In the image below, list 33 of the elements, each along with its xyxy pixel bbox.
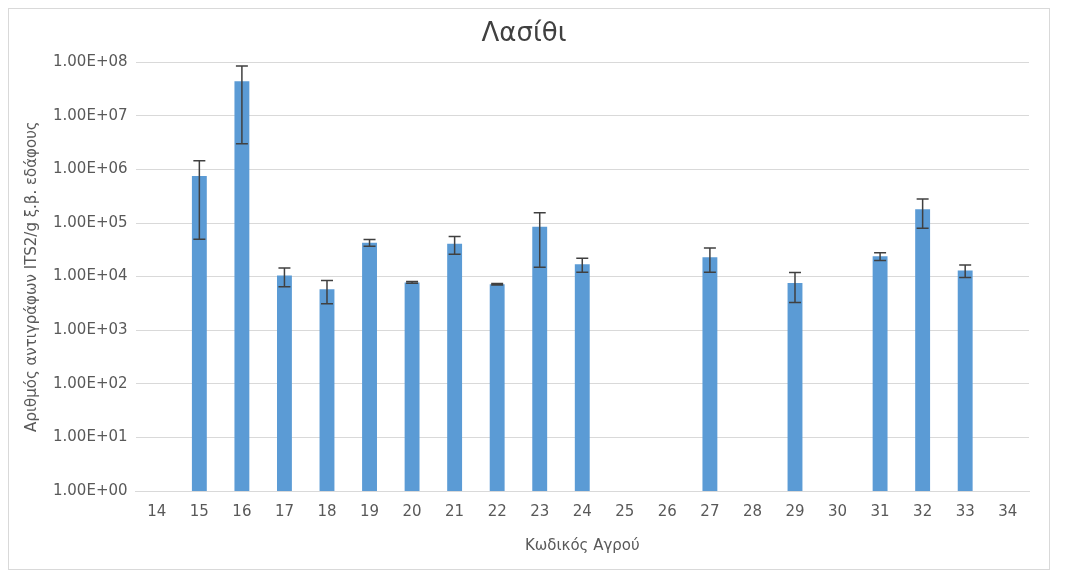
x-tick-label: 23 (530, 501, 550, 520)
y-tick-label: 1.00E+06 (53, 159, 128, 178)
x-axis-title: Κωδικός Αγρού (524, 535, 640, 554)
x-tick-label: 22 (487, 501, 507, 520)
x-tick-label: 21 (445, 501, 465, 520)
chart-title: Λασίθι (481, 17, 567, 48)
y-axis-title: Αριθμός αντιγράφων ITS2/g ξ.β. εδάφους (21, 121, 40, 432)
y-tick-label: 1.00E+07 (53, 105, 128, 124)
y-tick-label: 1.00E+01 (53, 427, 128, 446)
y-tick-label: 1.00E+08 (53, 52, 128, 71)
x-tick-label: 31 (870, 501, 890, 520)
x-tick-label: 14 (147, 501, 167, 520)
y-tick-label: 1.00E+03 (53, 320, 128, 339)
x-tick-label: 17 (274, 501, 294, 520)
x-tick-label: 19 (359, 501, 380, 520)
x-tick-label: 29 (785, 501, 805, 520)
x-tick-label: 34 (998, 501, 1018, 520)
x-tick-label: 30 (828, 501, 848, 520)
x-tick-label: 28 (742, 501, 762, 520)
y-tick-label: 1.00E+05 (53, 212, 128, 231)
x-tick-label: 16 (232, 501, 252, 520)
y-tick-label: 1.00E+04 (53, 266, 128, 285)
x-tick-label: 32 (913, 501, 933, 520)
x-tick-label: 25 (615, 501, 635, 520)
x-tick-label: 27 (700, 501, 720, 520)
x-tick-label: 15 (189, 501, 209, 520)
x-tick-label: 33 (955, 501, 975, 520)
y-tick-label: 1.00E+02 (53, 373, 128, 392)
x-tick-label: 20 (402, 501, 422, 520)
x-tick-label: 24 (572, 501, 592, 520)
x-tick-label: 18 (317, 501, 337, 520)
x-tick-label: 26 (657, 501, 677, 520)
y-tick-label: 1.00E+00 (53, 480, 128, 499)
